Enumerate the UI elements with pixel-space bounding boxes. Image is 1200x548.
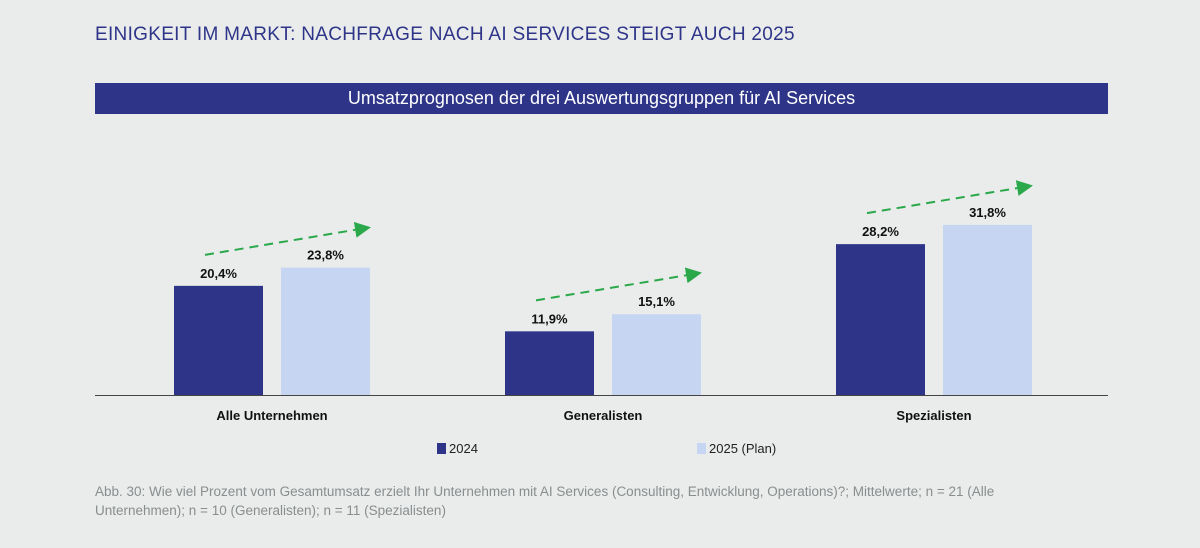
data-label: 11,9%: [531, 311, 568, 326]
category-label: Generalisten: [564, 408, 643, 423]
bar-2024: [505, 331, 594, 395]
trend-arrow-icon: [204, 221, 371, 256]
bar-2025: [943, 224, 1032, 395]
legend-item-2025: 2025 (Plan): [697, 441, 776, 456]
legend-label: 2024: [449, 441, 478, 456]
trend-arrow-icon: [866, 180, 1033, 215]
legend-swatch: [437, 443, 446, 454]
bar-2024: [174, 285, 263, 395]
data-label: 31,8%: [969, 205, 1006, 220]
trend-arrow-icon: [535, 267, 702, 302]
category-label: Spezialisten: [896, 408, 971, 423]
chart-title: Umsatzprognosen der drei Auswertungsgrup…: [95, 83, 1108, 114]
page-title: EINIGKEIT IM MARKT: NACHFRAGE NACH AI SE…: [95, 24, 795, 45]
category-label: Alle Unternehmen: [216, 408, 327, 423]
data-label: 28,2%: [862, 224, 899, 239]
data-label: 23,8%: [307, 248, 344, 263]
legend-label: 2025 (Plan): [709, 441, 777, 456]
data-label: 15,1%: [638, 294, 675, 309]
bar-2024: [836, 244, 925, 395]
bar-2025: [281, 267, 370, 395]
data-label: 20,4%: [200, 266, 237, 281]
figure-caption: Abb. 30: Wie viel Prozent vom Gesamtumsa…: [95, 484, 995, 518]
bar-2025: [612, 314, 701, 395]
legend-item-2024: 2024: [437, 441, 478, 456]
legend-swatch: [697, 443, 706, 454]
